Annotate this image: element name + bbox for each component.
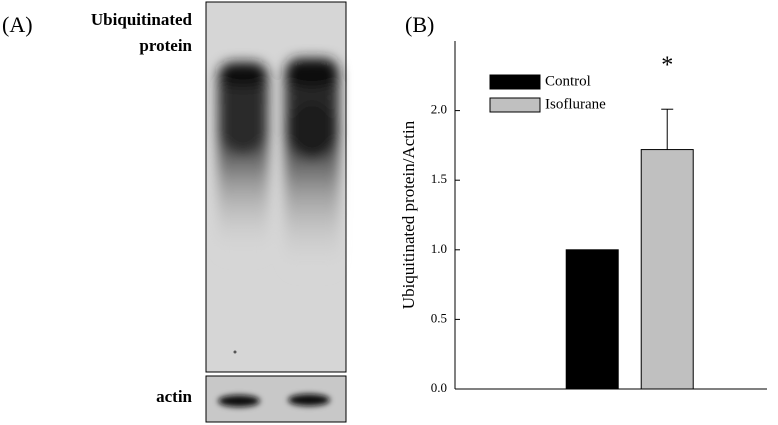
significance-marker: * <box>661 53 673 79</box>
bar <box>640 149 694 390</box>
loading-label: actin <box>156 387 192 406</box>
blot-image <box>205 1 347 373</box>
legend-swatch <box>489 74 541 90</box>
error-bar <box>661 108 674 150</box>
blot-label: Ubiquitinated <box>91 10 193 29</box>
y-tick-label: 1.5 <box>431 171 447 186</box>
y-tick-label: 1.0 <box>431 241 447 256</box>
legend-label: Control <box>545 73 591 89</box>
blot-label: protein <box>139 36 192 55</box>
y-tick-label: 0.0 <box>431 380 447 395</box>
panel-label: (B) <box>405 12 434 37</box>
bar <box>565 249 619 390</box>
legend-swatch <box>489 97 541 113</box>
y-axis-title: Ubiquitinated protein/Actin <box>399 120 418 309</box>
legend-label: Isoflurane <box>545 96 606 112</box>
y-tick-label: 2.0 <box>431 102 447 117</box>
y-tick-label: 0.5 <box>431 310 447 325</box>
actin-blot <box>205 375 347 423</box>
panel-label: (A) <box>2 12 33 37</box>
